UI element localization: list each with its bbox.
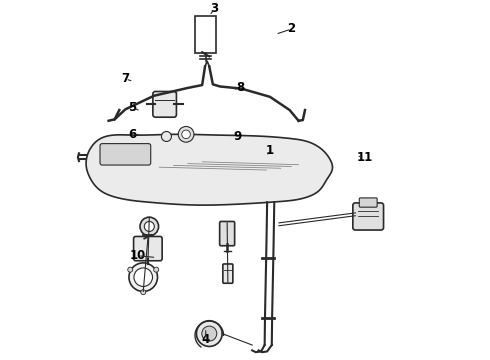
Text: 1: 1: [266, 144, 274, 157]
Text: 11: 11: [357, 151, 373, 164]
Text: 9: 9: [233, 130, 241, 143]
Circle shape: [182, 130, 190, 139]
Circle shape: [129, 263, 157, 292]
Text: 4: 4: [201, 333, 210, 346]
Text: 8: 8: [237, 81, 245, 94]
Circle shape: [141, 290, 146, 295]
Circle shape: [178, 126, 194, 142]
FancyBboxPatch shape: [100, 144, 151, 165]
Circle shape: [128, 267, 133, 272]
Text: 3: 3: [211, 2, 219, 15]
Circle shape: [134, 268, 152, 287]
Circle shape: [154, 267, 159, 272]
Circle shape: [144, 221, 154, 231]
FancyBboxPatch shape: [353, 203, 384, 230]
FancyBboxPatch shape: [134, 237, 162, 261]
Circle shape: [161, 131, 172, 141]
FancyBboxPatch shape: [223, 264, 233, 283]
Text: 5: 5: [128, 101, 137, 114]
Text: 7: 7: [122, 72, 129, 85]
Text: 10: 10: [130, 249, 146, 262]
Text: 2: 2: [287, 22, 295, 36]
FancyBboxPatch shape: [195, 16, 217, 53]
Polygon shape: [86, 134, 333, 205]
FancyBboxPatch shape: [359, 198, 377, 207]
Circle shape: [196, 321, 222, 346]
FancyBboxPatch shape: [220, 221, 235, 246]
FancyBboxPatch shape: [153, 91, 176, 117]
Circle shape: [202, 326, 217, 341]
Text: 6: 6: [128, 128, 137, 141]
Circle shape: [140, 217, 159, 236]
